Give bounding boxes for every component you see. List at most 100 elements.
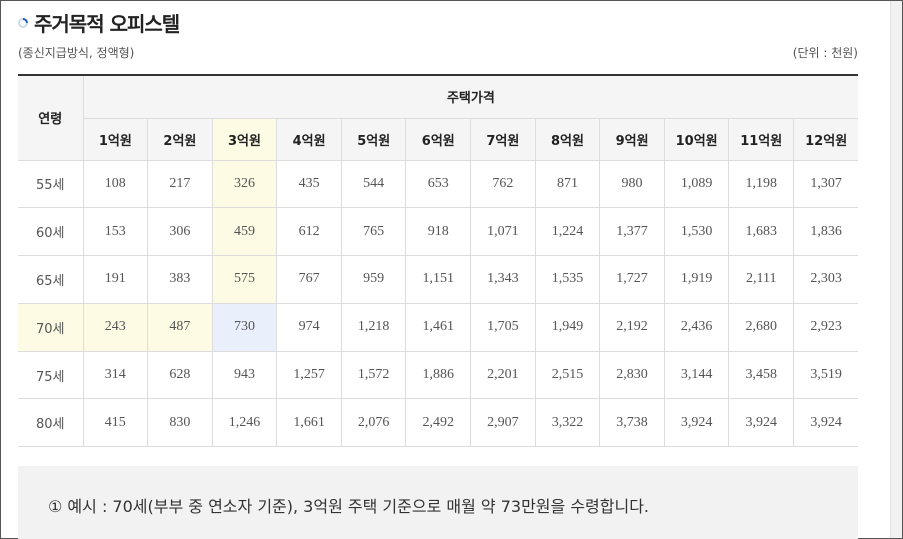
age-cell: 75세 <box>18 351 84 400</box>
value-cell: 191 <box>83 255 149 304</box>
vertical-scrollbar[interactable] <box>890 1 902 538</box>
price-column-header: 4억원 <box>276 118 342 161</box>
section-title-row: 주거목적 오피스텔 <box>18 8 180 36</box>
value-cell: 1,307 <box>793 160 859 209</box>
value-cell: 3,322 <box>535 398 601 448</box>
table-row: 65세 191 383 575 767 959 1,151 1,343 1,535 1,727 1,… <box>18 255 859 304</box>
value-cell: 487 <box>147 303 213 352</box>
value-cell: 217 <box>147 160 213 209</box>
price-column-header: 12억원 <box>793 118 859 161</box>
table-row: 75세 314 628 943 1,257 1,572 1,886 2,201 2,515 2,8… <box>18 351 859 400</box>
value-cell: 2,923 <box>793 303 859 352</box>
value-cell: 871 <box>535 160 601 209</box>
value-cell: 326 <box>212 160 278 209</box>
value-cell: 1,218 <box>341 303 407 352</box>
example-note-box: ① 예시 : 70세(부부 중 연소자 기준), 3억원 주택 기준으로 매월 … <box>18 466 858 539</box>
value-cell: 2,201 <box>470 351 536 400</box>
price-column-header: 6억원 <box>405 118 472 161</box>
value-cell: 459 <box>212 207 278 257</box>
age-cell: 55세 <box>18 160 84 209</box>
bullet-circle-icon <box>18 18 28 28</box>
value-cell: 1,246 <box>212 398 278 448</box>
age-cell: 70세 <box>18 303 84 352</box>
pension-table: 연령 주택가격 1억원 2억원 3억원 4억원 5억원 6억원 7억원 8억원 9억원 10억원 1… <box>18 74 859 448</box>
price-column-header: 5억원 <box>341 118 407 161</box>
value-cell: 2,111 <box>728 255 795 304</box>
age-cell: 80세 <box>18 398 84 448</box>
value-cell: 974 <box>276 303 342 352</box>
value-cell: 2,492 <box>405 398 472 448</box>
value-cell: 435 <box>276 160 342 209</box>
value-cell: 1,198 <box>728 160 795 209</box>
value-cell: 314 <box>83 351 149 400</box>
value-cell: 153 <box>83 207 149 257</box>
value-cell: 1,377 <box>599 207 665 257</box>
age-column-header: 연령 <box>18 74 84 161</box>
page-title: 주거목적 오피스텔 <box>34 11 180 36</box>
value-cell: 653 <box>405 160 472 209</box>
value-cell: 1,949 <box>535 303 601 352</box>
example-note-text: ① 예시 : 70세(부부 중 연소자 기준), 3억원 주택 기준으로 매월 … <box>48 497 650 516</box>
value-cell: 3,738 <box>599 398 665 448</box>
price-column-header: 3억원 <box>212 118 278 161</box>
value-cell: 762 <box>470 160 536 209</box>
price-column-header: 8억원 <box>535 118 601 161</box>
value-cell: 1,343 <box>470 255 536 304</box>
value-cell: 959 <box>341 255 407 304</box>
value-cell: 544 <box>341 160 407 209</box>
value-cell: 243 <box>83 303 149 352</box>
table-row: 55세 108 217 326 435 544 653 762 871 980 1,089 1,198… <box>18 160 859 209</box>
value-cell: 2,192 <box>599 303 665 352</box>
value-cell: 980 <box>599 160 665 209</box>
value-cell: 2,830 <box>599 351 665 400</box>
value-cell: 1,836 <box>793 207 859 257</box>
value-cell: 1,886 <box>405 351 472 400</box>
price-column-header: 9억원 <box>599 118 665 161</box>
price-column-header: 11억원 <box>728 118 795 161</box>
value-cell: 3,144 <box>664 351 730 400</box>
value-cell: 1,071 <box>470 207 536 257</box>
value-cell: 830 <box>147 398 213 448</box>
value-cell: 2,907 <box>470 398 536 448</box>
value-cell: 730 <box>212 303 278 352</box>
value-cell: 1,089 <box>664 160 730 209</box>
table-row: 70세 243 487 730 974 1,218 1,461 1,705 1,949 2,192… <box>18 303 859 352</box>
value-cell: 628 <box>147 351 213 400</box>
value-cell: 1,530 <box>664 207 730 257</box>
value-cell: 943 <box>212 351 278 400</box>
value-cell: 2,515 <box>535 351 601 400</box>
payment-method-label: (종신지급방식, 정액형) <box>18 46 135 60</box>
price-column-header: 1억원 <box>83 118 149 161</box>
value-cell: 1,151 <box>405 255 472 304</box>
value-cell: 2,303 <box>793 255 859 304</box>
value-cell: 306 <box>147 207 213 257</box>
table-row: 60세 153 306 459 612 765 918 1,071 1,224 1,377 1,53… <box>18 207 859 257</box>
value-cell: 612 <box>276 207 342 257</box>
value-cell: 1,727 <box>599 255 665 304</box>
value-cell: 918 <box>405 207 472 257</box>
value-cell: 575 <box>212 255 278 304</box>
price-column-header: 10억원 <box>664 118 730 161</box>
unit-label: (단위 : 천원) <box>792 46 858 60</box>
value-cell: 1,257 <box>276 351 342 400</box>
value-cell: 1,683 <box>728 207 795 257</box>
value-cell: 3,458 <box>728 351 795 400</box>
value-cell: 1,572 <box>341 351 407 400</box>
value-cell: 2,436 <box>664 303 730 352</box>
price-column-header: 7억원 <box>470 118 536 161</box>
table-caption-row: (종신지급방식, 정액형) (단위 : 천원) <box>18 44 858 62</box>
value-cell: 1,661 <box>276 398 342 448</box>
value-cell: 3,924 <box>793 398 859 448</box>
value-cell: 2,076 <box>341 398 407 448</box>
table-row: 80세 415 830 1,246 1,661 2,076 2,492 2,907 3,322 3… <box>18 398 859 448</box>
value-cell: 1,461 <box>405 303 472 352</box>
age-cell: 65세 <box>18 255 84 304</box>
value-cell: 2,680 <box>728 303 795 352</box>
value-cell: 1,224 <box>535 207 601 257</box>
age-cell: 60세 <box>18 207 84 257</box>
price-column-header: 2억원 <box>147 118 213 161</box>
house-price-header: 주택가격 <box>83 74 859 119</box>
value-cell: 1,919 <box>664 255 730 304</box>
value-cell: 3,924 <box>728 398 795 448</box>
value-cell: 1,705 <box>470 303 536 352</box>
